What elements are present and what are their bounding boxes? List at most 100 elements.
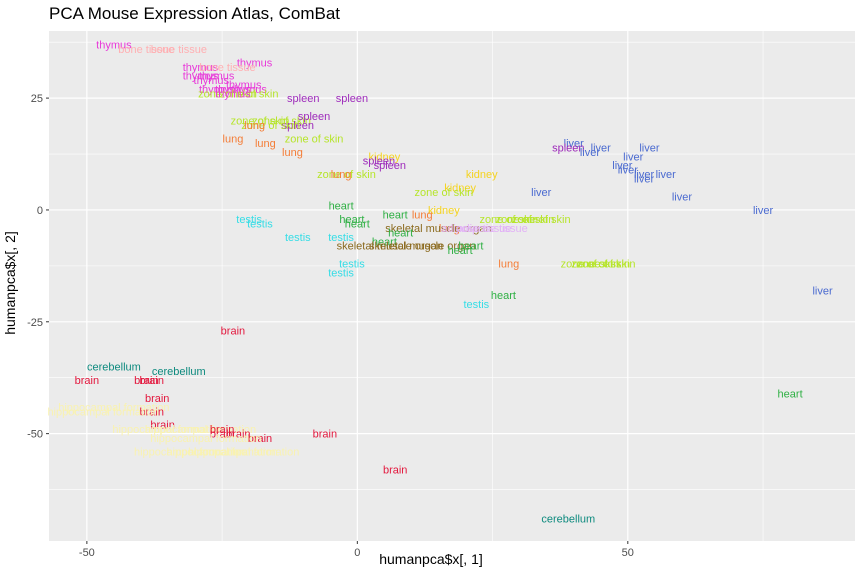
point-label-kidney: kidney: [428, 205, 460, 217]
point-label-kidney: kidney: [466, 169, 498, 181]
point-label-spleen: spleen: [287, 93, 319, 105]
point-label-zone-of-skin: zone of skin: [561, 259, 620, 271]
point-label-liver: liver: [618, 165, 639, 177]
point-label-liver: liver: [531, 187, 552, 199]
point-label-liver: liver: [639, 142, 660, 154]
point-label-thymus: thymus: [231, 84, 267, 96]
point-label-heart: heart: [448, 245, 473, 257]
point-label-liver: liver: [623, 151, 644, 163]
point-label-heart: heart: [388, 227, 413, 239]
point-label-lung: lung: [412, 209, 433, 221]
point-label-spleen: spleen: [336, 93, 368, 105]
point-label-lung: lung: [244, 120, 265, 132]
chart-title: PCA Mouse Expression Atlas, ComBat: [49, 4, 341, 23]
point-label-spleen: spleen: [298, 111, 330, 123]
plot-panel: [49, 31, 855, 541]
point-label-liver: liver: [634, 174, 655, 186]
y-tick-label: -25: [27, 317, 43, 329]
point-label-hippocampal-formation: hippocampal formation: [166, 447, 277, 459]
x-tick-label: 50: [622, 547, 634, 559]
axis-ticks: -50 0 50 -50 -25 0 25: [27, 93, 634, 559]
point-label-heart: heart: [372, 236, 397, 248]
point-label-kidney: kidney: [368, 151, 400, 163]
point-label-testis: testis: [236, 214, 262, 226]
grid-lines: [49, 31, 855, 541]
point-label-brain: brain: [210, 424, 234, 436]
point-label-adipose-tissue: adipose tissue: [457, 223, 527, 235]
point-label-brain: brain: [221, 326, 245, 338]
point-label-liver: liver: [564, 138, 585, 150]
point-label-liver: liver: [656, 169, 677, 181]
point-label-thymus: thymus: [183, 62, 219, 74]
point-label-zone-of-skin: zone of skin: [220, 89, 279, 101]
point-label-thymus: thymus: [226, 80, 262, 92]
point-label-heart: heart: [329, 200, 354, 212]
point-label-testis: testis: [339, 259, 365, 271]
y-tick-label: -50: [27, 429, 43, 441]
point-label-lung: lung: [331, 169, 352, 181]
point-label-zone-of-skin: zone of skin: [241, 120, 300, 132]
point-label-zone-of-skin: zone of skin: [571, 259, 630, 271]
point-label-hippocampal-formation: hippocampal formation: [47, 406, 158, 418]
point-label-brain: brain: [150, 420, 174, 432]
point-label-skeletal-muscle-organ: skeletal muscle organ: [385, 223, 491, 235]
point-label-heart: heart: [383, 209, 408, 221]
point-label-liver: liver: [580, 147, 601, 159]
point-label-liver: liver: [612, 160, 633, 172]
point-label-brain: brain: [75, 375, 99, 387]
point-label-heart: heart: [458, 241, 483, 253]
point-label-lung: lung: [439, 223, 460, 235]
point-label-brain: brain: [313, 429, 337, 441]
point-label-zone-of-skin: zone of skin: [252, 115, 311, 127]
point-label-cerebellum: cerebellum: [541, 514, 595, 526]
point-label-zone-of-skin: zone of skin: [415, 187, 474, 199]
point-label-zone-of-skin: zone of skin: [496, 214, 555, 226]
point-label-zone-of-skin: zone of skin: [231, 115, 290, 127]
point-label-testis: testis: [328, 268, 354, 280]
x-tick-label: 0: [354, 547, 360, 559]
point-label-brain: brain: [226, 429, 250, 441]
point-label-thymus: thymus: [199, 84, 235, 96]
y-tick-label: 0: [37, 205, 43, 217]
point-label-spleen: spleen: [552, 142, 584, 154]
point-label-liver: liver: [672, 192, 693, 204]
point-label-hippocampal-formation: hippocampal formation: [145, 424, 256, 436]
point-label-liver: liver: [753, 205, 774, 217]
x-tick-label: -50: [79, 547, 95, 559]
point-label-brain: brain: [210, 429, 234, 441]
point-label-spleen: spleen: [374, 160, 406, 172]
y-tick-label: 25: [31, 93, 43, 105]
point-label-heart: heart: [345, 218, 370, 230]
point-label-spleen: spleen: [363, 156, 395, 168]
point-label-zone-of-skin: zone of skin: [317, 169, 376, 181]
x-axis-title: humanpca$x[, 1]: [379, 551, 483, 567]
point-label-heart: heart: [778, 388, 803, 400]
point-label-brain: brain: [140, 375, 164, 387]
point-label-lung: lung: [282, 147, 303, 159]
point-label-thymus: thymus: [199, 71, 235, 83]
point-label-liver: liver: [634, 169, 655, 181]
point-label-brain: brain: [383, 464, 407, 476]
point-label-liver: liver: [591, 142, 612, 154]
point-label-heart: heart: [339, 214, 364, 226]
point-label-lung: lung: [223, 133, 244, 145]
point-label-spleen: spleen: [282, 120, 314, 132]
point-label-zone-of-skin: zone of skin: [198, 89, 257, 101]
point-label-thymus: thymus: [194, 75, 230, 87]
point-label-brain: brain: [145, 393, 169, 405]
point-label-thymus: thymus: [237, 57, 273, 69]
point-label-hippocampal-formation: hippocampal formation: [58, 402, 169, 414]
point-label-cerebellum: cerebellum: [87, 362, 141, 374]
point-label-testis: testis: [328, 232, 354, 244]
point-label-hippocampal-formation: hippocampal formation: [188, 447, 299, 459]
point-label-testis: testis: [285, 232, 311, 244]
point-label-bone-tissue: bone tissue: [118, 44, 174, 56]
point-label-testis: testis: [247, 218, 273, 230]
point-label-hippocampal-formation: hippocampal formation: [150, 433, 261, 445]
point-label-brain: brain: [140, 406, 164, 418]
point-label-thymus: thymus: [183, 71, 219, 83]
y-axis-title: humanpca$x[, 2]: [2, 231, 18, 335]
point-label-thymus: thymus: [215, 84, 251, 96]
point-label-lung: lung: [255, 138, 276, 150]
